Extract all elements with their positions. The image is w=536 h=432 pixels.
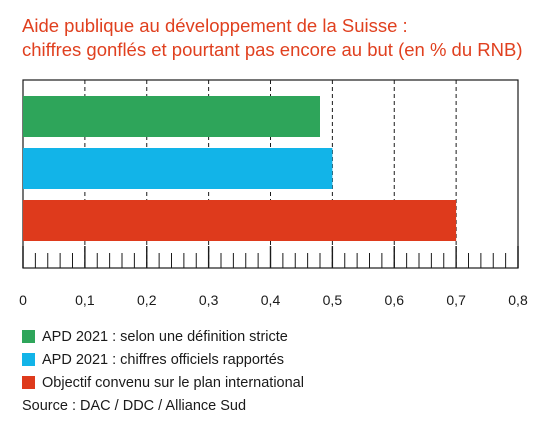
chart-title: Aide publique au développement de la Sui…	[22, 14, 527, 62]
x-tick-label: 0,3	[199, 292, 219, 308]
legend-item-target: Objectif convenu sur le plan internation…	[22, 371, 304, 394]
bar-0	[23, 96, 320, 137]
chart-title-line-1: Aide publique au développement de la Sui…	[22, 15, 408, 36]
legend-label-target: Objectif convenu sur le plan internation…	[42, 374, 304, 391]
legend-swatch-green	[22, 330, 35, 343]
legend-swatch-red	[22, 376, 35, 389]
legend-label-official: APD 2021 : chiffres officiels rapportés	[42, 351, 285, 368]
x-tick-label: 0	[19, 292, 27, 308]
legend-item-official: APD 2021 : chiffres officiels rapportés	[22, 348, 304, 371]
legend-swatch-blue	[22, 353, 35, 366]
x-tick-label: 0,1	[75, 292, 95, 308]
chart-legend: APD 2021 : selon une définition stricte …	[22, 325, 304, 394]
bar-2	[23, 200, 457, 241]
x-tick-label: 0,7	[446, 292, 466, 308]
x-tick-label: 0,4	[261, 292, 281, 308]
x-tick-label: 0,5	[323, 292, 343, 308]
x-tick-label: 0,2	[137, 292, 157, 308]
bar-1	[23, 148, 333, 189]
x-tick-label: 0,8	[508, 292, 528, 308]
legend-label-strict: APD 2021 : selon une définition stricte	[42, 328, 288, 345]
chart-title-line-2: chiffres gonflés et pourtant pas encore …	[22, 39, 523, 60]
source-note: Source : DAC / DDC / Alliance Sud	[22, 398, 247, 414]
legend-item-strict: APD 2021 : selon une définition stricte	[22, 325, 304, 348]
bar-chart: 0 0,1 0,2 0,3 0,4 0,5 0,6 0,7 0,8	[19, 79, 528, 308]
x-tick-label: 0,6	[385, 292, 405, 308]
